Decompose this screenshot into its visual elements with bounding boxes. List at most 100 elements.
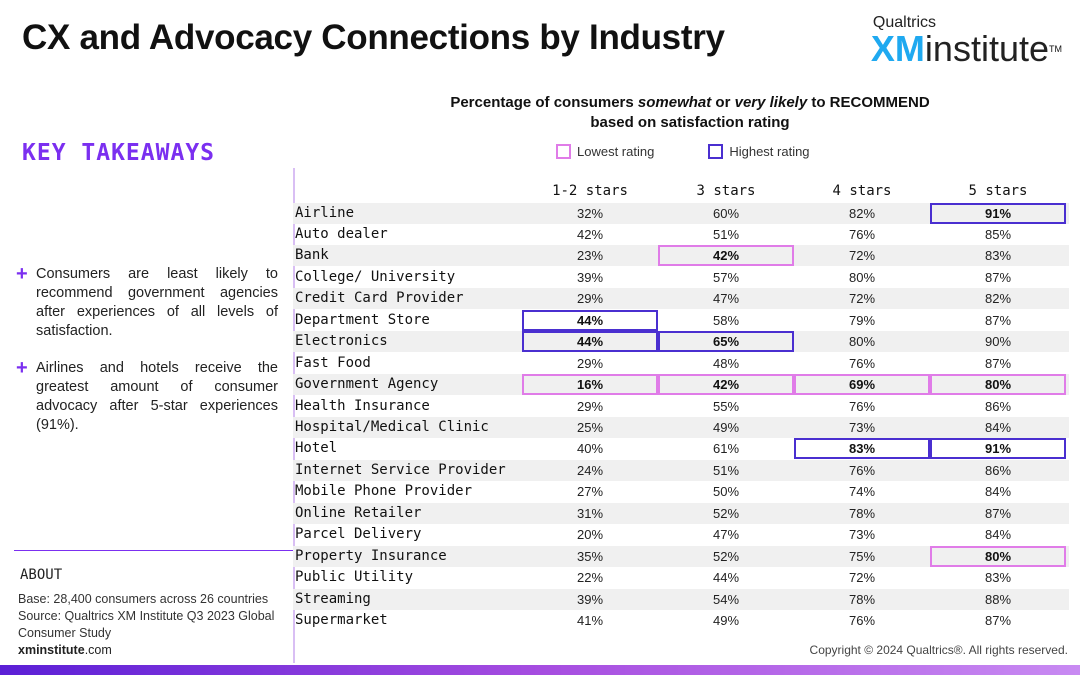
value-cell: 73% <box>848 420 876 435</box>
site-rest: .com <box>84 643 112 657</box>
logo-qualtrics: Qualtrics <box>872 14 937 31</box>
row-label: Mobile Phone Provider <box>295 483 473 500</box>
value-cell: 83% <box>984 570 1012 586</box>
value-cell: 52% <box>712 505 740 521</box>
value-cell: 35% <box>576 548 604 564</box>
value-cell: 65% <box>712 334 740 350</box>
value-cell: 52% <box>712 548 740 564</box>
row-stripe <box>293 202 1069 224</box>
row-label: Airline <box>295 204 355 221</box>
chart-legend: Lowest rating Highest rating <box>556 144 810 159</box>
page-title: CX and Advocacy Connections by Industry <box>22 18 725 57</box>
row-label: Hotel <box>295 440 338 457</box>
takeaway-item: + Airlines and hotels receive the greate… <box>16 358 278 435</box>
takeaways-list: + Consumers are least likely to recommen… <box>16 263 278 453</box>
chart-title: Percentage of consumers somewhat or very… <box>400 93 980 133</box>
column-header: 1-2 stars <box>552 183 628 199</box>
chart-title-part2: or <box>711 94 735 111</box>
row-label: Hospital/Medical Clinic <box>295 419 489 435</box>
value-cell: 87% <box>984 505 1012 521</box>
row-stripe <box>293 245 1069 267</box>
value-cell: 84% <box>984 527 1012 543</box>
legend-lowest-label: Lowest rating <box>577 144 655 159</box>
value-cell: 80% <box>848 269 876 285</box>
value-cell: 29% <box>576 398 604 414</box>
column-header: 4 stars <box>832 183 892 199</box>
row-stripe <box>293 459 1069 481</box>
value-cell: 31% <box>576 505 604 521</box>
value-cell: 72% <box>848 570 876 586</box>
value-cell: 76% <box>848 462 876 478</box>
row-label: Supermarket <box>295 612 388 629</box>
row-stripe <box>293 588 1069 610</box>
value-cell: 44% <box>712 570 740 586</box>
value-cell: 86% <box>984 398 1012 414</box>
value-cell: 42% <box>712 377 740 393</box>
value-cell: 79% <box>848 312 876 328</box>
copyright: Copyright © 2024 Qualtrics®. All rights … <box>809 643 1068 657</box>
sidebar-divider <box>293 168 295 663</box>
about-text: Base: 28,400 consumers across 26 countri… <box>18 591 290 642</box>
chart-title-em2: very likely <box>734 94 808 111</box>
row-stripe <box>293 374 1069 396</box>
value-cell: 61% <box>712 441 740 457</box>
value-cell: 32% <box>576 205 604 221</box>
value-cell: 90% <box>984 334 1012 350</box>
value-cell: 74% <box>848 484 876 500</box>
logo-tm: TM <box>1049 44 1062 54</box>
site-bold: xminstitute <box>18 643 85 657</box>
value-cell: 23% <box>576 248 604 264</box>
legend-highest-label: Highest rating <box>729 144 810 159</box>
row-label: College/ University <box>295 268 456 285</box>
row-stripe <box>293 288 1069 310</box>
value-cell: 87% <box>984 355 1012 371</box>
value-cell: 72% <box>848 248 876 264</box>
chart-title-part3: to RECOMMEND <box>807 94 930 111</box>
logo-institute: institute <box>924 28 1049 69</box>
logo-wordmark: XMinstituteTM <box>871 31 1062 67</box>
row-label: Credit Card Provider <box>295 290 464 307</box>
value-cell: 80% <box>984 548 1012 564</box>
value-cell: 47% <box>712 291 740 307</box>
value-cell: 51% <box>712 462 740 478</box>
row-label: Property Insurance <box>295 547 447 564</box>
value-cell: 39% <box>576 269 604 285</box>
value-cell: 24% <box>576 462 604 478</box>
value-cell: 88% <box>984 591 1012 607</box>
xm-institute-logo: Qualtrics XMinstituteTM <box>871 14 1062 67</box>
value-cell: 55% <box>712 398 740 414</box>
value-cell: 91% <box>984 205 1012 221</box>
value-cell: 75% <box>848 548 876 564</box>
row-stripe <box>293 545 1069 567</box>
legend-highest: Highest rating <box>708 144 810 159</box>
value-cell: 82% <box>984 291 1012 307</box>
value-cell: 44% <box>576 312 604 328</box>
value-cell: 29% <box>576 291 604 307</box>
row-label: Streaming <box>295 590 371 607</box>
value-cell: 82% <box>848 205 876 221</box>
value-cell: 40% <box>576 441 604 457</box>
value-cell: 48% <box>712 355 740 371</box>
value-cell: 16% <box>576 377 604 393</box>
value-cell: 76% <box>848 613 876 629</box>
value-cell: 73% <box>848 527 876 543</box>
value-cell: 91% <box>984 441 1012 457</box>
site-link[interactable]: xminstitute.com <box>18 643 112 657</box>
legend-lowest: Lowest rating <box>556 144 654 159</box>
plus-icon: + <box>16 263 28 285</box>
row-label: Public Utility <box>295 569 414 586</box>
logo-xm: XM <box>870 28 925 69</box>
value-cell: 80% <box>984 377 1012 393</box>
value-cell: 87% <box>984 312 1012 328</box>
row-label: Health Insurance <box>295 397 430 414</box>
value-cell: 51% <box>712 226 740 242</box>
row-label: Bank <box>295 247 329 264</box>
key-takeaways-title: KEY TAKEAWAYS <box>22 140 216 166</box>
about-base: Base: 28,400 consumers across 26 countri… <box>18 592 269 606</box>
value-cell: 86% <box>984 462 1012 478</box>
value-cell: 83% <box>848 441 876 457</box>
chart-title-em1: somewhat <box>637 94 712 111</box>
value-cell: 42% <box>576 226 604 242</box>
value-cell: 76% <box>848 355 876 371</box>
value-cell: 41% <box>576 613 604 629</box>
